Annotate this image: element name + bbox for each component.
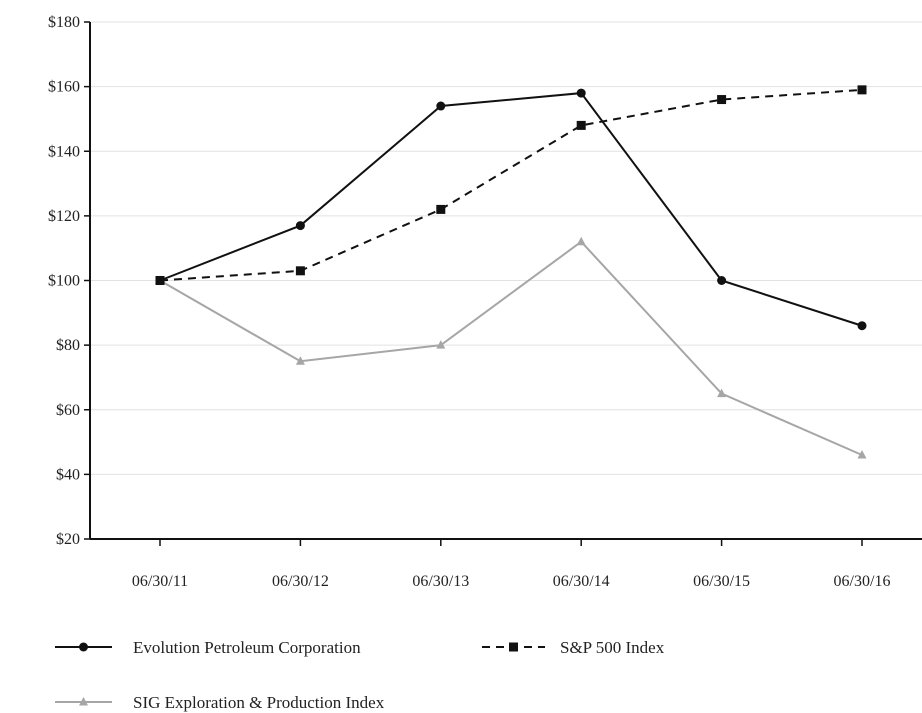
- x-tick-label: 06/30/16: [834, 573, 891, 590]
- data-point: [576, 236, 586, 246]
- legend-marker: [79, 697, 88, 706]
- x-tick-label: 06/30/15: [693, 573, 750, 590]
- legend-item-s-p-500-index: S&P 500 Index: [482, 638, 665, 657]
- y-axis-ticks: $20 $40 $60 $80 $100 $120 $140 $160 $180: [48, 14, 90, 548]
- y-tick-label: $80: [56, 337, 80, 354]
- x-tick-label: 06/30/12: [272, 573, 329, 590]
- x-axis-ticks: 06/30/11 06/30/12 06/30/13 06/30/14 06/30/15…: [132, 539, 891, 590]
- legend-marker: [509, 642, 518, 652]
- data-point: [857, 449, 867, 459]
- series-s-p-500-index: [155, 85, 867, 285]
- y-tick-label: $140: [48, 143, 80, 160]
- data-point: [576, 120, 586, 130]
- y-tick-label: $20: [56, 531, 80, 548]
- x-tick-label: 06/30/13: [412, 573, 469, 590]
- y-tick-label: $160: [48, 79, 80, 96]
- legend-item-sig-exploration-production-index: SIG Exploration & Production Index: [55, 693, 385, 712]
- y-tick-label: $120: [48, 208, 80, 225]
- legend-label: S&P 500 Index: [560, 638, 665, 657]
- y-tick-label: $180: [48, 14, 80, 31]
- y-tick-label: $100: [48, 273, 80, 290]
- data-point: [717, 276, 727, 285]
- y-tick-label: $60: [56, 402, 80, 419]
- legend-item-evolution-petroleum-corporation: Evolution Petroleum Corporation: [55, 638, 361, 657]
- data-point: [436, 204, 446, 214]
- series-group: [155, 85, 867, 459]
- x-tick-label: 06/30/14: [553, 573, 610, 590]
- data-point: [295, 356, 305, 365]
- data-point: [436, 340, 446, 349]
- series-line: [159, 92, 863, 327]
- data-point: [295, 221, 305, 231]
- data-point: [155, 276, 165, 285]
- data-point: [295, 266, 305, 276]
- data-point: [576, 88, 586, 98]
- series-evolution-petroleum-corporation: [155, 88, 867, 331]
- legend-label: Evolution Petroleum Corporation: [133, 638, 361, 657]
- legend-marker: [79, 642, 88, 652]
- x-tick-label: 06/30/11: [132, 573, 188, 590]
- series-line: [159, 88, 863, 282]
- series-sig-exploration-production-index: [155, 236, 867, 459]
- y-tick-label: $40: [56, 466, 80, 483]
- data-point: [857, 321, 867, 331]
- data-point: [436, 101, 446, 111]
- series-line: [159, 240, 863, 456]
- legend: Evolution Petroleum Corporation S&P 500 I…: [55, 638, 665, 712]
- legend-label: SIG Exploration & Production Index: [133, 693, 385, 712]
- data-point: [857, 85, 867, 95]
- grid-lines: [90, 21, 922, 475]
- data-point: [717, 388, 727, 398]
- data-point: [717, 95, 727, 105]
